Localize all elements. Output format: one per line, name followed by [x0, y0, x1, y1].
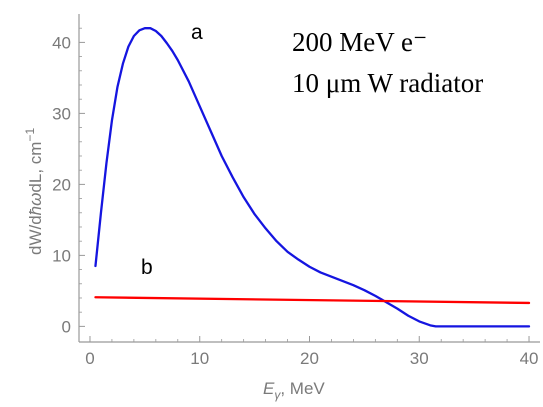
y-tick-label: 0 — [62, 317, 71, 336]
y-axis-exponent: −1 — [23, 128, 37, 142]
annotation-radiator: 10 μm W radiator — [292, 68, 483, 98]
axes: 0 10 20 30 40 0 10 20 30 40 — [52, 14, 540, 368]
x-axis-symbol: E — [263, 379, 275, 398]
x-tick-label: 30 — [410, 349, 429, 368]
x-tick-label: 0 — [85, 349, 94, 368]
annotation-beam: 200 MeV e⁻ — [292, 27, 427, 57]
x-tick-label: 20 — [300, 349, 319, 368]
x-tick-label: 40 — [520, 349, 539, 368]
y-axis-prefix: dW/d — [26, 215, 45, 255]
series-label-b: b — [141, 256, 153, 279]
series-label-a: a — [191, 21, 203, 44]
x-tick-label: 10 — [190, 349, 209, 368]
y-axis-hbar: ħ — [26, 206, 45, 215]
y-axis-omega: ω — [26, 193, 45, 206]
y-axis-unit: dL, cm — [26, 142, 45, 193]
y-tick-label: 20 — [52, 175, 71, 194]
y-axis-label: dW/dħωdL, cm−1 — [23, 128, 45, 255]
y-tick-label: 10 — [52, 246, 71, 265]
x-axis-unit: , MeV — [280, 379, 325, 398]
y-tick-label: 40 — [52, 33, 71, 52]
x-axis-label: Eγ, MeV — [263, 379, 325, 402]
series-line-b — [94, 296, 531, 305]
series-layer — [94, 27, 531, 328]
y-tick-label: 30 — [52, 104, 71, 123]
series-line-a — [94, 27, 531, 328]
x-axis-subscript: γ — [274, 388, 281, 402]
